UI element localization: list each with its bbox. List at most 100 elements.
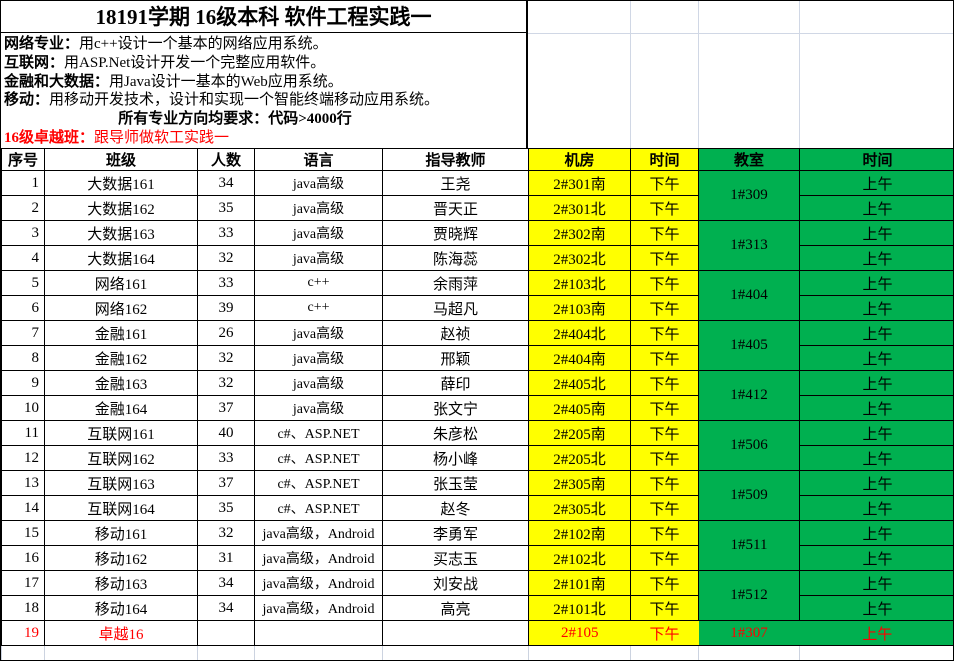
cell-count[interactable]: 39 (197, 295, 255, 321)
cell-lab[interactable]: 2#102北 (528, 545, 631, 571)
cell-no[interactable]: 6 (1, 295, 45, 321)
cell-no[interactable]: 1 (1, 170, 45, 196)
cell-teacher[interactable]: 刘安战 (382, 570, 529, 596)
col-header-language[interactable]: 语言 (254, 148, 383, 171)
cell-room-time[interactable]: 上午 (799, 595, 953, 621)
cell-lab-time[interactable]: 下午 (630, 620, 699, 646)
cell-teacher[interactable]: 买志玉 (382, 545, 529, 571)
empty-cell[interactable] (1, 645, 45, 660)
cell-count[interactable]: 34 (197, 170, 255, 196)
cell-class[interactable]: 互联网164 (44, 495, 198, 521)
cell-room-time[interactable]: 上午 (799, 395, 953, 421)
cell-no[interactable]: 11 (1, 420, 45, 446)
cell-language[interactable]: c#、ASP.NET (254, 470, 383, 496)
cell-lab[interactable]: 2#305南 (528, 470, 631, 496)
cell-class[interactable]: 互联网161 (44, 420, 198, 446)
cell-count[interactable]: 40 (197, 420, 255, 446)
col-header-lab[interactable]: 机房 (528, 148, 631, 171)
cell-class[interactable]: 大数据162 (44, 195, 198, 221)
cell-lab-time[interactable]: 下午 (630, 520, 699, 546)
cell-count[interactable]: 32 (197, 245, 255, 271)
cell-no[interactable]: 2 (1, 195, 45, 221)
cell-teacher[interactable]: 贾晓辉 (382, 220, 529, 246)
cell-language[interactable]: c#、ASP.NET (254, 445, 383, 471)
cell-room-time[interactable]: 上午 (799, 345, 953, 371)
cell-room[interactable]: 1#509 (698, 470, 800, 521)
cell-no[interactable]: 4 (1, 245, 45, 271)
cell-teacher[interactable]: 张文宁 (382, 395, 529, 421)
cell-no[interactable]: 19 (1, 620, 45, 646)
cell-class[interactable]: 移动162 (44, 545, 198, 571)
cell-language[interactable]: c++ (254, 270, 383, 296)
cell-language[interactable]: java高级，Android (254, 595, 383, 621)
cell-room[interactable]: 1#511 (698, 520, 800, 571)
cell-count[interactable]: 32 (197, 345, 255, 371)
col-header-no[interactable]: 序号 (1, 148, 45, 171)
cell-room-time[interactable]: 上午 (799, 445, 953, 471)
cell-lab[interactable]: 2#404北 (528, 320, 631, 346)
cell-class[interactable]: 网络161 (44, 270, 198, 296)
empty-cell[interactable] (254, 645, 383, 660)
cell-class[interactable]: 大数据163 (44, 220, 198, 246)
cell-lab-time[interactable]: 下午 (630, 470, 699, 496)
cell-room-time[interactable]: 上午 (799, 320, 953, 346)
cell-lab-time[interactable]: 下午 (630, 595, 699, 621)
cell-class[interactable]: 卓越16 (44, 620, 198, 646)
cell-language[interactable]: java高级 (254, 170, 383, 196)
cell-language[interactable]: java高级 (254, 320, 383, 346)
cell-room-time[interactable]: 上午 (799, 470, 953, 496)
cell-language[interactable]: java高级 (254, 220, 383, 246)
cell-lab[interactable]: 2#205南 (528, 420, 631, 446)
cell-count[interactable]: 33 (197, 270, 255, 296)
cell-teacher[interactable]: 高亮 (382, 595, 529, 621)
cell-room-time[interactable]: 上午 (799, 295, 953, 321)
col-header-class[interactable]: 班级 (44, 148, 198, 171)
cell-lab[interactable]: 2#103南 (528, 295, 631, 321)
cell-room-time[interactable]: 上午 (799, 370, 953, 396)
cell-lab[interactable]: 2#101南 (528, 570, 631, 596)
cell-count[interactable]: 32 (197, 370, 255, 396)
cell-lab[interactable]: 2#103北 (528, 270, 631, 296)
empty-cell[interactable] (698, 645, 800, 660)
cell-no[interactable]: 3 (1, 220, 45, 246)
cell-count[interactable]: 37 (197, 470, 255, 496)
cell-language[interactable]: c#、ASP.NET (254, 495, 383, 521)
cell-room[interactable]: 1#412 (698, 370, 800, 421)
cell-no[interactable]: 14 (1, 495, 45, 521)
empty-cell[interactable] (382, 645, 529, 660)
cell-teacher[interactable]: 杨小峰 (382, 445, 529, 471)
cell-teacher[interactable]: 陈海蕊 (382, 245, 529, 271)
cell-no[interactable]: 12 (1, 445, 45, 471)
cell-room-time[interactable]: 上午 (799, 570, 953, 596)
cell-no[interactable]: 18 (1, 595, 45, 621)
cell-room[interactable]: 1#506 (698, 420, 800, 471)
cell-lab-time[interactable]: 下午 (630, 320, 699, 346)
empty-cell[interactable] (197, 645, 255, 660)
cell-room-time[interactable]: 上午 (799, 195, 953, 221)
cell-class[interactable]: 网络162 (44, 295, 198, 321)
col-header-teacher[interactable]: 指导教师 (382, 148, 529, 171)
cell-class[interactable]: 移动164 (44, 595, 198, 621)
cell-lab-time[interactable]: 下午 (630, 170, 699, 196)
cell-class[interactable]: 大数据161 (44, 170, 198, 196)
cell-no[interactable]: 15 (1, 520, 45, 546)
cell-teacher[interactable]: 邢颖 (382, 345, 529, 371)
cell-lab-time[interactable]: 下午 (630, 220, 699, 246)
cell-count[interactable]: 26 (197, 320, 255, 346)
cell-no[interactable]: 9 (1, 370, 45, 396)
col-header-room-time[interactable]: 时间 (799, 148, 953, 171)
cell-class[interactable]: 移动161 (44, 520, 198, 546)
cell-class[interactable]: 金融162 (44, 345, 198, 371)
cell-no[interactable]: 13 (1, 470, 45, 496)
cell-teacher[interactable]: 晋天正 (382, 195, 529, 221)
cell-room-time[interactable]: 上午 (799, 545, 953, 571)
cell-room-time[interactable]: 上午 (799, 220, 953, 246)
cell-no[interactable]: 16 (1, 545, 45, 571)
cell-teacher[interactable]: 赵冬 (382, 495, 529, 521)
cell-room-time[interactable]: 上午 (799, 270, 953, 296)
cell-lab-time[interactable]: 下午 (630, 545, 699, 571)
cell-lab[interactable]: 2#405北 (528, 370, 631, 396)
cell-count[interactable]: 35 (197, 495, 255, 521)
cell-lab-time[interactable]: 下午 (630, 195, 699, 221)
cell-language[interactable]: java高级，Android (254, 570, 383, 596)
